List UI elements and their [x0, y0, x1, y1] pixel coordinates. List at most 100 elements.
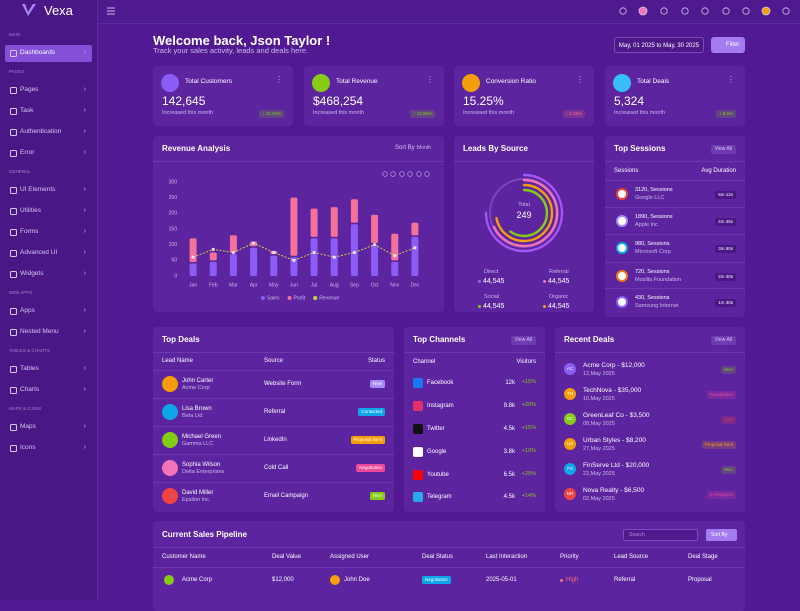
lead-company: Epsilon Inc. — [182, 497, 211, 503]
sidebar-item[interactable]: Advanced UI › — [5, 245, 92, 262]
stat-value: 15.25% — [463, 94, 504, 108]
avatar — [162, 432, 178, 448]
visitors: 6.5k — [503, 472, 515, 478]
bar — [350, 224, 358, 276]
date-range[interactable]: May, 01 2025 to May, 30 2025 — [614, 37, 704, 53]
sidebar-item-label: Icons — [20, 443, 36, 451]
sidebar-item-label: Maps — [20, 422, 36, 430]
source-value: 44,545 — [483, 303, 505, 310]
sidebar-item-icon — [10, 129, 17, 136]
sidebar-item[interactable]: Error › — [5, 145, 92, 162]
logo — [22, 4, 36, 16]
view-all-button[interactable]: View All — [710, 145, 736, 154]
deal-date: 02,May 2025 — [583, 496, 615, 502]
bar — [209, 252, 217, 261]
view-all-button[interactable]: View All — [710, 336, 736, 345]
chevron: › — [83, 206, 86, 214]
topbar-icon — [681, 7, 689, 15]
chevron: › — [83, 269, 86, 277]
line-point — [191, 255, 195, 259]
donut-ring — [494, 183, 554, 243]
search-input[interactable]: Search — [623, 529, 698, 541]
deal-title: Nova Realty - $6,500 — [583, 487, 645, 494]
visitor-change: +15% — [521, 425, 536, 431]
donut-ring — [489, 178, 559, 248]
stat-card: Conversion Ratio ⋮ 15.25% Increased this mo… — [454, 66, 594, 126]
legend-label: Profit — [294, 295, 306, 301]
divider — [153, 370, 394, 371]
legend-marker — [261, 296, 265, 300]
sidebar-item[interactable]: Utilities › — [5, 203, 92, 220]
sidebar-item-icon — [10, 271, 17, 278]
pipeline-cell: John Doe — [344, 577, 370, 583]
sidebar-item-icon — [10, 150, 17, 157]
source-name: Organic — [549, 294, 569, 300]
line-point — [292, 258, 296, 262]
view-all-button[interactable]: View All — [510, 336, 536, 345]
sidebar-item-icon — [10, 208, 17, 215]
card-title: Revenue Analysis — [162, 144, 231, 153]
session-name: Microsoft Corp — [635, 249, 671, 255]
source-dot — [543, 280, 546, 283]
sidebar-item[interactable]: Task › — [5, 103, 92, 120]
sidebar-item-icon — [10, 229, 17, 236]
top-deals-card: Top Deals Lead Name Source Status John Carte… — [153, 327, 394, 512]
sidebar-item[interactable]: Nested Menu › — [5, 324, 92, 341]
session-name: Samsung Internet — [635, 303, 679, 309]
duration: 3m 50s — [715, 245, 736, 253]
sidebar-item[interactable]: Dashboards › — [5, 44, 92, 62]
sidebar-section-title: MAPS & ICONS — [9, 406, 42, 411]
deal-date: 08,May 2025 — [583, 421, 615, 427]
sidebar-item[interactable]: Pages › — [5, 82, 92, 99]
visitor-change: +20% — [521, 402, 536, 408]
lead-company: Delta Enterprises — [182, 469, 225, 475]
divider — [404, 352, 545, 353]
sidebar-item[interactable]: Charts › — [5, 382, 92, 399]
sidebar-item[interactable]: Widgets › — [5, 266, 92, 283]
sidebar-item[interactable]: Forms › — [5, 224, 92, 241]
divider — [605, 207, 745, 208]
sidebar-item[interactable]: Maps › — [5, 419, 92, 436]
sidebar-item[interactable]: Tables › — [5, 361, 92, 378]
bar — [250, 247, 258, 276]
visitor-change: +15% — [521, 379, 536, 385]
pipeline-card: Current Sales Pipeline Search Sort By Custo… — [153, 521, 745, 611]
avatar — [162, 488, 178, 504]
avatar — [162, 460, 178, 476]
column-header: Visitors — [516, 359, 536, 365]
duration: 1m 30s — [715, 299, 736, 307]
filter-button[interactable]: Filter — [711, 37, 745, 53]
browser-icon — [616, 188, 628, 200]
source-dot — [543, 305, 546, 308]
sidebar-item-icon — [10, 366, 17, 373]
sidebar-item[interactable]: UI Elements › — [5, 182, 92, 199]
lead-source: Referral — [264, 409, 286, 415]
deal-status: In Progress — [706, 491, 736, 499]
stat-icon — [462, 74, 480, 92]
chevron: › — [83, 443, 86, 451]
browser-icon — [616, 296, 628, 308]
sidebar-item[interactable]: Apps › — [5, 303, 92, 320]
line-point — [251, 241, 256, 245]
sidebar-item-icon — [10, 108, 17, 115]
pipeline-cell: $12,000 — [272, 577, 294, 583]
chevron: › — [83, 385, 86, 393]
sort-value[interactable]: Month — [417, 145, 431, 151]
deal-avatar: NR — [564, 488, 576, 500]
sidebar-item[interactable]: Authentication › — [5, 124, 92, 141]
sidebar-item[interactable]: Icons › — [5, 440, 92, 457]
sort-button[interactable]: Sort By — [706, 529, 737, 541]
line-point — [372, 243, 377, 247]
column-header: Deal Status — [422, 554, 454, 560]
sidebar-section-title: TABLES & CHARTS — [9, 348, 50, 353]
channel-name: Youtube — [427, 472, 449, 478]
divider — [153, 567, 745, 568]
divider — [153, 547, 745, 548]
sort-label: Sort By : — [394, 145, 418, 151]
sidebar-item-label: Tables — [20, 364, 39, 372]
stat-note: Increased this month — [313, 110, 365, 116]
y-tick-label: 50 — [171, 258, 177, 264]
bar — [229, 254, 237, 276]
deal-status: Negotiation — [422, 576, 451, 584]
lead-name: John Carter — [182, 378, 214, 384]
